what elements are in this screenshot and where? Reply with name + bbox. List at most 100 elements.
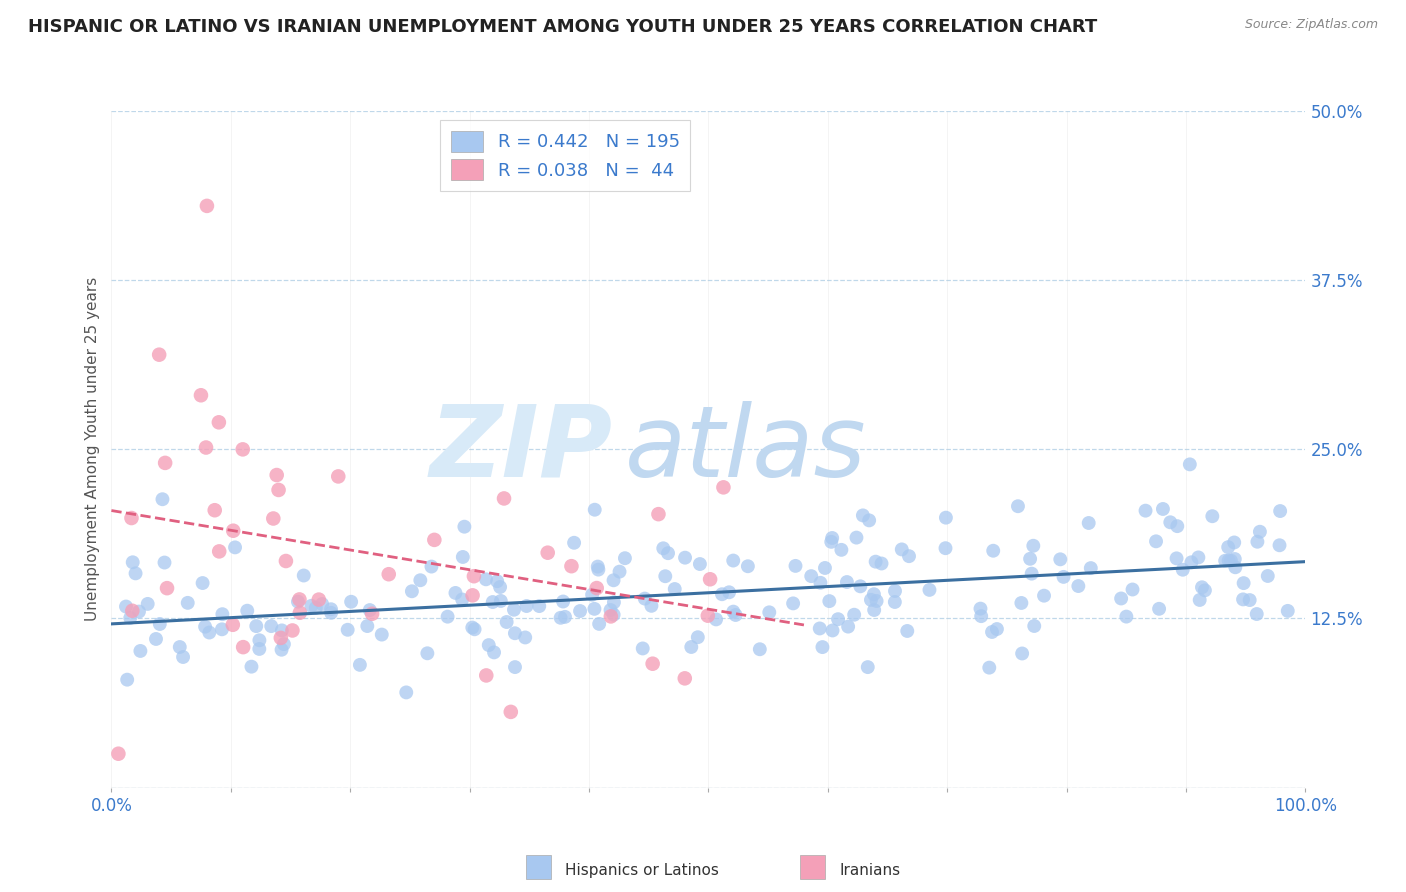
Point <box>436 609 458 624</box>
Point <box>475 572 498 586</box>
Point <box>1022 539 1045 553</box>
Point <box>609 565 631 579</box>
Point <box>489 594 512 608</box>
Point <box>1033 589 1056 603</box>
Point <box>444 586 467 600</box>
Point <box>1218 540 1240 554</box>
Point <box>270 631 292 645</box>
Point <box>970 609 993 624</box>
Point <box>121 604 143 618</box>
Point <box>870 557 893 571</box>
Point <box>986 622 1008 636</box>
Point <box>195 199 218 213</box>
Point <box>492 491 515 506</box>
Point <box>401 584 423 599</box>
Point <box>689 557 711 571</box>
Point <box>121 555 143 569</box>
Point <box>1007 500 1029 514</box>
Point <box>785 558 807 573</box>
Point <box>1218 553 1240 567</box>
Y-axis label: Unemployment Among Youth under 25 years: Unemployment Among Youth under 25 years <box>86 277 100 622</box>
Point <box>1021 566 1043 581</box>
Point <box>830 542 852 557</box>
Point <box>686 630 709 644</box>
Point <box>208 415 231 429</box>
Point <box>128 605 150 619</box>
Point <box>152 492 174 507</box>
Point <box>232 442 254 457</box>
Point <box>1191 580 1213 594</box>
Point <box>1223 552 1246 566</box>
Text: ZIP: ZIP <box>430 401 613 498</box>
Point <box>586 559 609 574</box>
Point <box>529 599 551 613</box>
Point <box>1180 555 1202 569</box>
Point <box>503 660 526 674</box>
Point <box>856 660 879 674</box>
Point <box>654 569 676 583</box>
Point <box>664 582 686 596</box>
Point <box>495 615 517 629</box>
Point <box>603 595 626 609</box>
Point <box>461 588 484 602</box>
Point <box>273 637 295 651</box>
Point <box>1246 534 1268 549</box>
Point <box>267 483 290 497</box>
Point <box>499 705 522 719</box>
Point <box>240 659 263 673</box>
Point <box>1213 554 1236 568</box>
Point <box>704 612 727 626</box>
Point <box>647 507 669 521</box>
Point <box>153 456 176 470</box>
Point <box>613 551 636 566</box>
Point <box>191 576 214 591</box>
Point <box>640 599 662 613</box>
Point <box>489 580 512 594</box>
Point <box>1225 560 1247 574</box>
Point <box>1219 553 1241 567</box>
Point <box>599 609 621 624</box>
Point <box>1249 524 1271 539</box>
Point <box>451 592 474 607</box>
Point <box>652 541 675 556</box>
Point <box>1135 503 1157 517</box>
Point <box>1109 591 1132 606</box>
Point <box>631 641 654 656</box>
Point <box>1239 593 1261 607</box>
Point <box>599 603 621 617</box>
Point <box>1159 516 1181 530</box>
Point <box>1147 602 1170 616</box>
Point <box>1194 583 1216 598</box>
Point <box>602 574 624 588</box>
Point <box>1166 519 1188 533</box>
Point <box>262 511 284 525</box>
Point <box>1268 504 1291 518</box>
Point <box>169 640 191 654</box>
Point <box>129 644 152 658</box>
Point <box>153 556 176 570</box>
Point <box>204 503 226 517</box>
Point <box>245 619 267 633</box>
Point <box>800 569 823 583</box>
Point <box>361 607 384 621</box>
Point <box>859 592 882 607</box>
Point <box>863 587 886 601</box>
Point <box>371 627 394 641</box>
Point <box>247 642 270 657</box>
Point <box>211 623 233 637</box>
Point <box>395 685 418 699</box>
Point <box>602 607 624 622</box>
Point <box>673 550 696 565</box>
Point <box>835 575 858 590</box>
Point <box>748 642 770 657</box>
Point <box>340 595 363 609</box>
Point <box>737 559 759 574</box>
Point <box>821 624 844 638</box>
Point <box>918 582 941 597</box>
Point <box>311 597 333 611</box>
Point <box>811 640 834 654</box>
Point <box>1171 563 1194 577</box>
Point <box>858 513 880 527</box>
Point <box>107 747 129 761</box>
Point <box>827 612 849 626</box>
